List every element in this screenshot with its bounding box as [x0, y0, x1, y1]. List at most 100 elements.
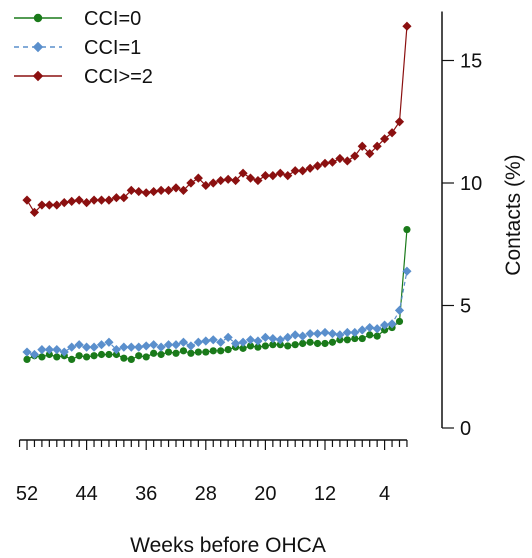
- data-point: [305, 329, 315, 339]
- data-point: [194, 348, 202, 356]
- data-point: [193, 173, 203, 183]
- data-point: [299, 339, 307, 348]
- data-point: [357, 325, 367, 335]
- data-point: [68, 355, 76, 363]
- data-point: [187, 349, 195, 357]
- data-point: [268, 333, 278, 344]
- data-point: [171, 183, 181, 193]
- data-point: [52, 200, 62, 210]
- data-point: [253, 175, 263, 186]
- data-point: [22, 347, 32, 357]
- data-point: [312, 329, 323, 339]
- data-point: [126, 342, 136, 352]
- data-point: [119, 193, 129, 203]
- data-point: [156, 185, 166, 195]
- data-point: [217, 347, 225, 355]
- data-point: [335, 330, 345, 340]
- data-point: [394, 305, 405, 315]
- data-point: [97, 350, 106, 359]
- data-point: [208, 178, 218, 188]
- data-point: [365, 322, 375, 333]
- data-point: [283, 332, 293, 342]
- data-point: [163, 340, 174, 350]
- data-point: [254, 343, 262, 351]
- data-point: [135, 352, 143, 360]
- data-point: [44, 200, 54, 210]
- data-point: [201, 180, 211, 191]
- y-axis-title: Contacts (%): [502, 154, 525, 275]
- data-point: [350, 151, 360, 161]
- data-point: [402, 21, 412, 31]
- legend-label: CCI=0: [84, 8, 141, 30]
- data-point: [381, 326, 389, 334]
- data-point: [111, 193, 121, 203]
- data-point: [275, 335, 285, 345]
- data-point: [111, 345, 121, 355]
- data-point: [305, 163, 315, 173]
- data-point: [245, 173, 256, 183]
- data-point: [202, 348, 210, 356]
- legend-marker: [32, 41, 44, 53]
- data-point: [366, 331, 374, 339]
- data-point: [336, 336, 344, 344]
- data-point: [216, 175, 226, 186]
- data-point: [351, 334, 359, 343]
- data-point: [327, 157, 338, 167]
- data-point: [350, 327, 360, 338]
- data-point: [313, 339, 322, 348]
- data-point: [178, 337, 189, 347]
- data-point: [150, 349, 158, 357]
- data-point: [82, 198, 92, 208]
- data-point: [246, 342, 255, 350]
- data-point: [253, 336, 263, 346]
- data-point: [156, 342, 166, 352]
- data-point: [306, 338, 314, 346]
- data-point: [45, 350, 53, 359]
- data-point: [74, 340, 84, 350]
- data-point: [387, 319, 397, 329]
- data-point: [216, 337, 226, 347]
- data-point: [224, 346, 232, 354]
- data-point: [53, 353, 61, 361]
- data-point: [23, 355, 31, 363]
- series-line: [26, 229, 408, 361]
- y-axis: 0 5 10 15: [441, 11, 482, 440]
- legend-label: CCI=1: [84, 37, 141, 59]
- legend-marker: [33, 13, 43, 23]
- data-point: [284, 342, 292, 350]
- data-point: [96, 340, 107, 350]
- x-tick-label: 52: [16, 483, 38, 505]
- data-point: [178, 185, 189, 195]
- data-point: [328, 338, 337, 346]
- data-point: [134, 342, 144, 352]
- data-point: [269, 341, 277, 349]
- data-point: [387, 128, 397, 138]
- data-point: [83, 353, 91, 361]
- data-point: [365, 149, 375, 159]
- data-point: [291, 341, 299, 349]
- data-point: [335, 153, 345, 164]
- x-tick-label: 4: [379, 483, 390, 505]
- x-tick-label: 12: [314, 483, 336, 505]
- data-point: [134, 186, 144, 197]
- data-point: [231, 338, 241, 349]
- data-point: [223, 332, 233, 342]
- data-point: [96, 195, 107, 205]
- data-point: [268, 171, 278, 181]
- data-point: [75, 352, 83, 360]
- data-point: [238, 337, 248, 347]
- x-axis-title: Weeks before OHCA: [130, 534, 326, 557]
- data-point: [52, 345, 62, 355]
- data-point: [312, 161, 323, 171]
- series-line: [26, 271, 408, 356]
- y-tick-label: 0: [460, 418, 471, 440]
- data-point: [290, 330, 300, 340]
- x-axis: 52 44 36 28 20 12 4: [16, 439, 408, 505]
- data-point: [149, 186, 159, 197]
- data-point: [290, 166, 300, 176]
- data-point: [142, 353, 150, 361]
- data-point: [394, 117, 405, 127]
- data-point: [342, 327, 352, 338]
- data-point: [193, 337, 203, 347]
- data-point: [380, 320, 390, 330]
